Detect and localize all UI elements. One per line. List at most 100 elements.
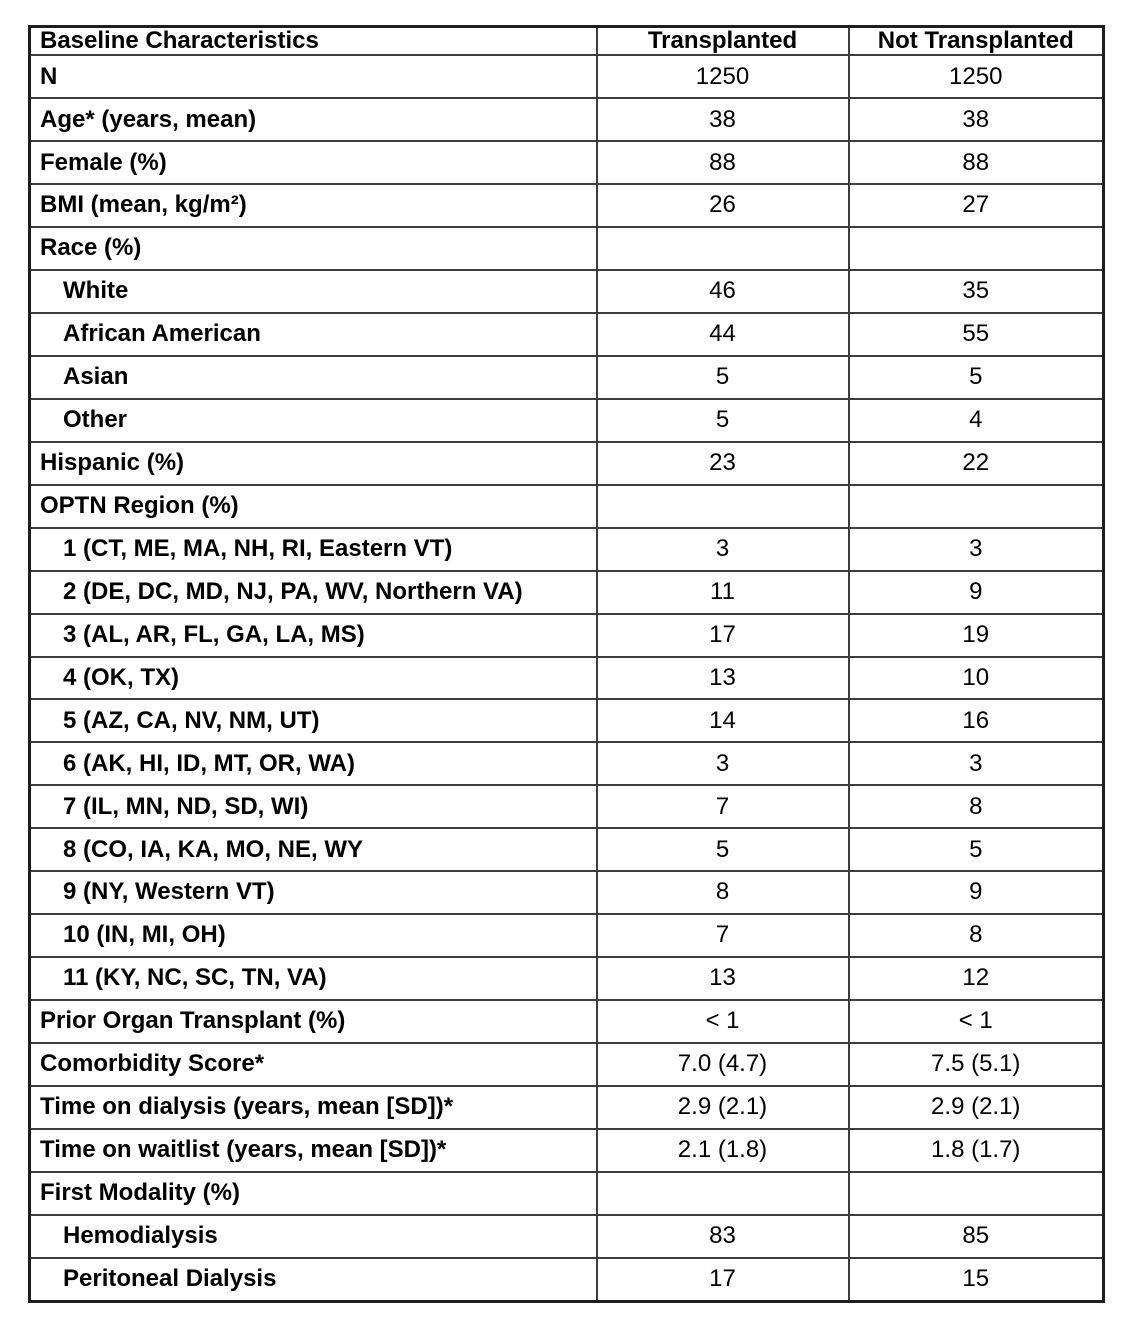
table-row: 9 (NY, Western VT) 8 9 — [28, 870, 1105, 916]
not-transplanted-value: 5 — [847, 354, 1105, 400]
table-row: 3 (AL, AR, FL, GA, LA, MS) 17 19 — [28, 612, 1105, 658]
transplanted-value — [595, 483, 850, 529]
not-transplanted-value: 5 — [847, 827, 1105, 873]
not-transplanted-value: 22 — [847, 440, 1105, 486]
not-transplanted-value: 2.9 (2.1) — [847, 1084, 1105, 1130]
transplanted-value: 2.1 (1.8) — [595, 1127, 850, 1173]
row-label: Race (%) — [28, 226, 598, 272]
transplanted-value: 17 — [595, 1256, 850, 1303]
table-row: 4 (OK, TX) 13 10 — [28, 655, 1105, 701]
row-label: First Modality (%) — [28, 1170, 598, 1216]
row-label: African American — [28, 312, 598, 357]
row-label: 5 (AZ, CA, NV, NM, UT) — [28, 698, 598, 744]
transplanted-value: 5 — [595, 354, 850, 400]
table-row: N 1250 1250 — [28, 54, 1105, 100]
transplanted-value: 83 — [595, 1213, 850, 1259]
transplanted-value — [595, 1170, 850, 1216]
not-transplanted-value: 10 — [847, 655, 1105, 701]
table-row: African American 44 55 — [28, 312, 1105, 357]
transplanted-value: 5 — [595, 827, 850, 873]
row-label: 4 (OK, TX) — [28, 655, 598, 701]
table-row: 1 (CT, ME, MA, NH, RI, Eastern VT) 3 3 — [28, 526, 1105, 572]
transplanted-value: 13 — [595, 956, 850, 1002]
table-row: 11 (KY, NC, SC, TN, VA) 13 12 — [28, 956, 1105, 1002]
transplanted-value: 3 — [595, 526, 850, 572]
row-label: Prior Organ Transplant (%) — [28, 999, 598, 1044]
transplanted-value: 7.0 (4.7) — [595, 1041, 850, 1087]
transplanted-value: 23 — [595, 440, 850, 486]
not-transplanted-value: 9 — [847, 870, 1105, 916]
not-transplanted-value: 38 — [847, 97, 1105, 143]
not-transplanted-value: 55 — [847, 312, 1105, 357]
transplanted-value: 7 — [595, 784, 850, 830]
transplanted-value: 44 — [595, 312, 850, 357]
not-transplanted-value: 27 — [847, 183, 1105, 229]
transplanted-value: 26 — [595, 183, 850, 229]
row-label: 11 (KY, NC, SC, TN, VA) — [28, 956, 598, 1002]
not-transplanted-value — [847, 226, 1105, 272]
table-row: Asian 5 5 — [28, 354, 1105, 400]
row-label: Hispanic (%) — [28, 440, 598, 486]
table-row: 10 (IN, MI, OH) 7 8 — [28, 913, 1105, 959]
table-row: Race (%) — [28, 226, 1105, 272]
row-label: 3 (AL, AR, FL, GA, LA, MS) — [28, 612, 598, 658]
row-label: Age* (years, mean) — [28, 97, 598, 143]
table-row: Peritoneal Dialysis 17 15 — [28, 1256, 1105, 1303]
transplanted-value: 5 — [595, 397, 850, 443]
transplanted-value: 8 — [595, 870, 850, 916]
table-row: Time on dialysis (years, mean [SD])* 2.9 … — [28, 1084, 1105, 1130]
transplanted-value: 17 — [595, 612, 850, 658]
not-transplanted-value — [847, 483, 1105, 529]
column-header-not-transplanted: Not Transplanted — [847, 25, 1105, 57]
not-transplanted-value — [847, 1170, 1105, 1216]
table-row: White 46 35 — [28, 269, 1105, 315]
table-body: N 1250 1250 Age* (years, mean) 38 38 Female (%… — [28, 54, 1105, 1303]
transplanted-value: 46 — [595, 269, 850, 315]
transplanted-value: 1250 — [595, 54, 850, 100]
table-row: Other 5 4 — [28, 397, 1105, 443]
not-transplanted-value: < 1 — [847, 999, 1105, 1044]
not-transplanted-value: 9 — [847, 569, 1105, 615]
table-row: Female (%) 88 88 — [28, 140, 1105, 186]
transplanted-value: 3 — [595, 741, 850, 787]
not-transplanted-value: 8 — [847, 784, 1105, 830]
table-row: First Modality (%) — [28, 1170, 1105, 1216]
transplanted-value: 38 — [595, 97, 850, 143]
table-row: Hemodialysis 83 85 — [28, 1213, 1105, 1259]
not-transplanted-value: 1.8 (1.7) — [847, 1127, 1105, 1173]
row-label: Comorbidity Score* — [28, 1041, 598, 1087]
transplanted-value: 7 — [595, 913, 850, 959]
row-label: Time on waitlist (years, mean [SD])* — [28, 1127, 598, 1173]
not-transplanted-value: 4 — [847, 397, 1105, 443]
table-row: 6 (AK, HI, ID, MT, OR, WA) 3 3 — [28, 741, 1105, 787]
not-transplanted-value: 3 — [847, 741, 1105, 787]
row-label: 6 (AK, HI, ID, MT, OR, WA) — [28, 741, 598, 787]
row-label: Hemodialysis — [28, 1213, 598, 1259]
column-header-baseline-characteristics: Baseline Characteristics — [28, 25, 598, 57]
table-row: Prior Organ Transplant (%) < 1 < 1 — [28, 999, 1105, 1044]
not-transplanted-value: 7.5 (5.1) — [847, 1041, 1105, 1087]
row-label: 10 (IN, MI, OH) — [28, 913, 598, 959]
row-label: Asian — [28, 354, 598, 400]
column-header-transplanted: Transplanted — [595, 25, 850, 57]
table-row: Age* (years, mean) 38 38 — [28, 97, 1105, 143]
row-label: Other — [28, 397, 598, 443]
baseline-characteristics-table: Baseline Characteristics Transplanted No… — [28, 25, 1105, 1303]
transplanted-value: 13 — [595, 655, 850, 701]
transplanted-value: 2.9 (2.1) — [595, 1084, 850, 1130]
row-label: Female (%) — [28, 140, 598, 186]
transplanted-value — [595, 226, 850, 272]
table-row: BMI (mean, kg/m²) 26 27 — [28, 183, 1105, 229]
row-label: White — [28, 269, 598, 315]
not-transplanted-value: 19 — [847, 612, 1105, 658]
row-label: OPTN Region (%) — [28, 483, 598, 529]
not-transplanted-value: 85 — [847, 1213, 1105, 1259]
table-row: 2 (DE, DC, MD, NJ, PA, WV, Northern VA) 1… — [28, 569, 1105, 615]
table-row: OPTN Region (%) — [28, 483, 1105, 529]
table-row: 7 (IL, MN, ND, SD, WI) 7 8 — [28, 784, 1105, 830]
table-row: Hispanic (%) 23 22 — [28, 440, 1105, 486]
row-label: 8 (CO, IA, KA, MO, NE, WY — [28, 827, 598, 873]
not-transplanted-value: 15 — [847, 1256, 1105, 1303]
table-row: 5 (AZ, CA, NV, NM, UT) 14 16 — [28, 698, 1105, 744]
table-row: Comorbidity Score* 7.0 (4.7) 7.5 (5.1) — [28, 1041, 1105, 1087]
